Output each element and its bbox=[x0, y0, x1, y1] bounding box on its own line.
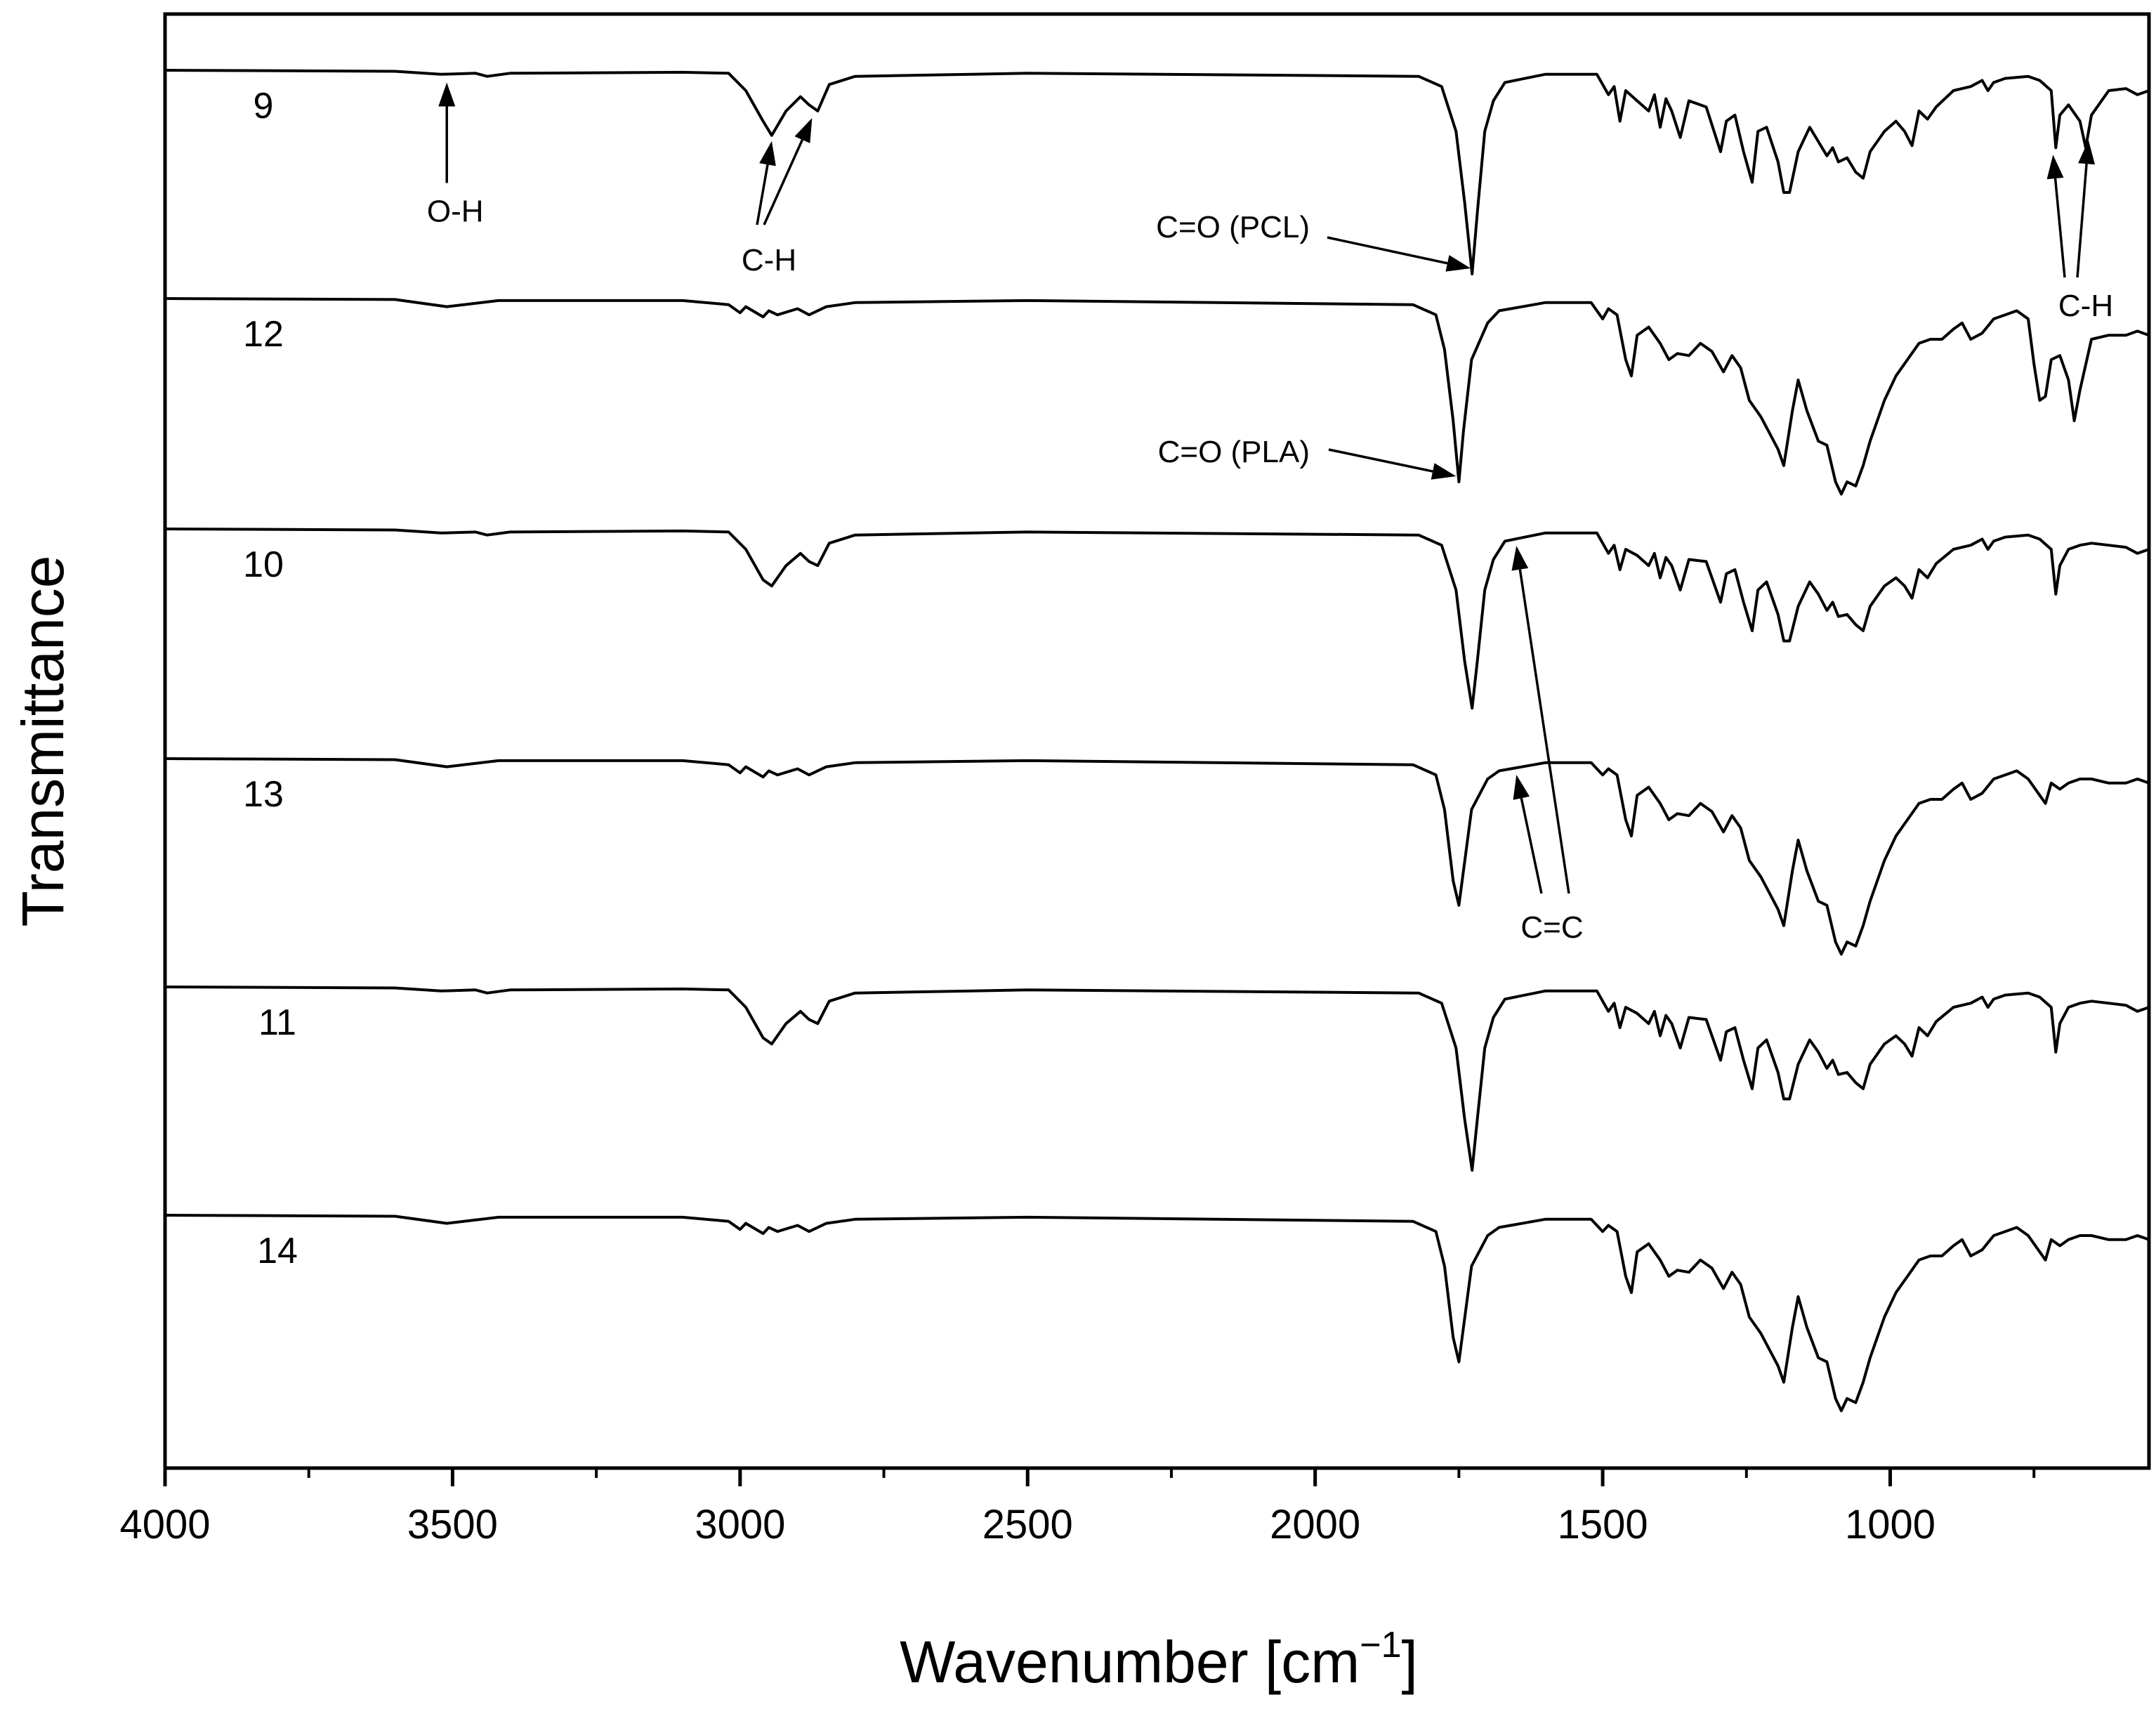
annotation-ch2-arrow-1 bbox=[2046, 155, 2066, 278]
spectra-group: 9 12 10 13 11 14 bbox=[164, 69, 2150, 1413]
annotation-oh-arrow bbox=[438, 82, 456, 183]
series-11-line bbox=[164, 986, 2150, 1172]
series-14-line bbox=[164, 1214, 2150, 1413]
series-13-line bbox=[164, 757, 2150, 956]
series-12-label: 12 bbox=[243, 314, 284, 355]
annotation-cc-arrow-1 bbox=[1511, 546, 1570, 894]
series-13-label: 13 bbox=[243, 774, 284, 815]
annotation-cc-label: C=C bbox=[1520, 910, 1583, 945]
y-axis-title: Transmittance bbox=[10, 555, 76, 926]
annotation-ch2-arrow-2 bbox=[2076, 140, 2096, 278]
x-tick-label-4000: 4000 bbox=[119, 1502, 210, 1547]
x-tick-label-1500: 1500 bbox=[1558, 1502, 1648, 1547]
annotation-cc-arrow-2 bbox=[1513, 775, 1543, 894]
annotation-ch-arrow-2 bbox=[763, 118, 813, 225]
series-10-label: 10 bbox=[243, 544, 284, 585]
series-10-line bbox=[164, 528, 2150, 710]
plot-frame bbox=[163, 12, 2151, 1470]
annotation-ch-label: C-H bbox=[742, 243, 796, 277]
annotation-co-pla-arrow bbox=[1328, 448, 1457, 480]
series-14-label: 14 bbox=[257, 1231, 298, 1271]
x-tick-label-1000: 1000 bbox=[1845, 1502, 1935, 1547]
x-tick-label-2500: 2500 bbox=[982, 1502, 1073, 1547]
annotations-group: O-H C-H C=O (PCL) C-H C=O (PLA) C=C bbox=[427, 82, 2113, 945]
annotation-oh-label: O-H bbox=[427, 195, 484, 229]
x-tick-label-3000: 3000 bbox=[695, 1502, 785, 1547]
x-tick-label-3500: 3500 bbox=[407, 1502, 498, 1547]
x-axis-ticks: 4000 3500 3000 2500 2000 1500 1000 bbox=[119, 1468, 2036, 1547]
series-9-label: 9 bbox=[254, 86, 274, 126]
annotation-ch2-label: C-H bbox=[2058, 289, 2113, 323]
annotation-co-pcl-label: C=O (PCL) bbox=[1156, 210, 1310, 244]
series-12-line bbox=[164, 297, 2150, 496]
series-11-label: 11 bbox=[258, 1002, 296, 1043]
annotation-co-pcl-arrow bbox=[1327, 236, 1471, 272]
series-9-line bbox=[164, 69, 2150, 275]
x-axis-title: Wavenumber [cm−1] bbox=[900, 1625, 1418, 1695]
annotation-co-pla-label: C=O (PLA) bbox=[1158, 435, 1310, 469]
annotation-ch-arrow-1 bbox=[756, 140, 776, 225]
x-tick-label-2000: 2000 bbox=[1270, 1502, 1360, 1547]
